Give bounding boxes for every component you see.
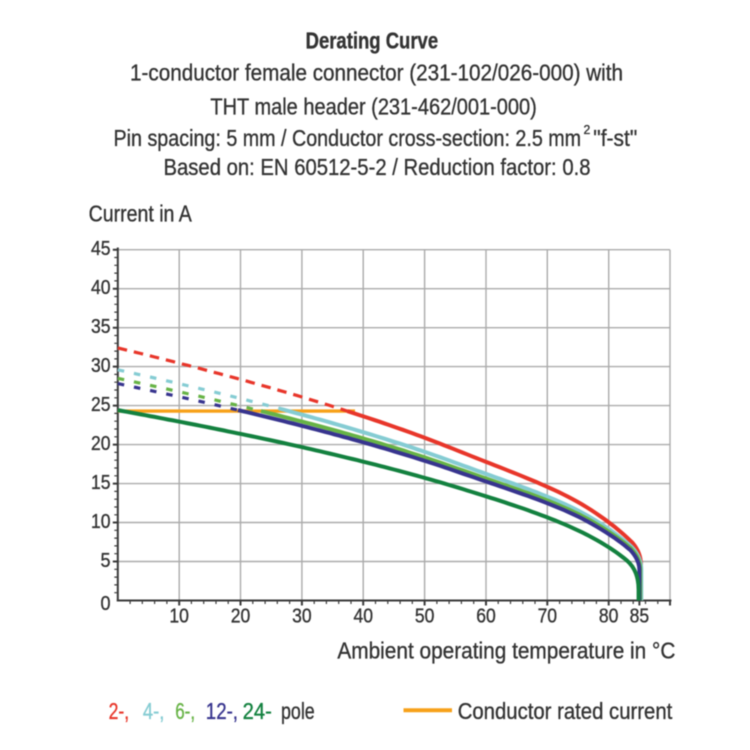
svg-text:5: 5 (101, 550, 111, 572)
svg-text:40: 40 (353, 606, 373, 628)
svg-text:4-,: 4-, (143, 698, 165, 724)
svg-text:Derating Curve: Derating Curve (306, 28, 439, 54)
svg-text:2: 2 (584, 122, 591, 137)
svg-text:25: 25 (91, 394, 111, 416)
svg-text:"f-st": "f-st" (593, 125, 637, 151)
svg-text:Conductor rated current: Conductor rated current (458, 698, 673, 724)
svg-text:pole: pole (281, 698, 315, 724)
svg-text:6-,: 6-, (175, 698, 195, 724)
svg-text:10: 10 (91, 511, 111, 533)
svg-text:Ambient operating temperature: Ambient operating temperature in °C (337, 638, 675, 664)
svg-text:40: 40 (91, 277, 111, 299)
svg-text:Pin spacing: 5 mm / Conductor: Pin spacing: 5 mm / Conductor cross-sect… (114, 125, 582, 151)
svg-text:45: 45 (91, 238, 111, 260)
svg-text:20: 20 (91, 433, 111, 455)
svg-text:10: 10 (169, 606, 189, 628)
svg-text:15: 15 (91, 472, 111, 494)
svg-text:70: 70 (538, 606, 558, 628)
svg-text:60: 60 (476, 606, 496, 628)
svg-text:50: 50 (415, 606, 435, 628)
svg-text:24-: 24- (243, 698, 272, 724)
svg-text:35: 35 (91, 316, 111, 338)
svg-text:Based on: EN 60512-5-2 / Reduc: Based on: EN 60512-5-2 / Reduction facto… (164, 154, 591, 180)
svg-text:30: 30 (91, 355, 111, 377)
svg-text:2-,: 2-, (109, 698, 130, 724)
svg-text:Current in A: Current in A (89, 200, 192, 226)
svg-text:80: 80 (599, 606, 619, 628)
svg-text:THT male header (231-462/001-0: THT male header (231-462/001-000) (210, 93, 536, 119)
svg-text:12-,: 12-, (206, 698, 238, 724)
svg-text:1-conductor female connector (: 1-conductor female connector (231-102/02… (130, 60, 623, 86)
svg-text:20: 20 (231, 606, 251, 628)
svg-text:0: 0 (101, 593, 111, 615)
svg-text:85: 85 (630, 606, 650, 628)
svg-text:30: 30 (292, 606, 312, 628)
